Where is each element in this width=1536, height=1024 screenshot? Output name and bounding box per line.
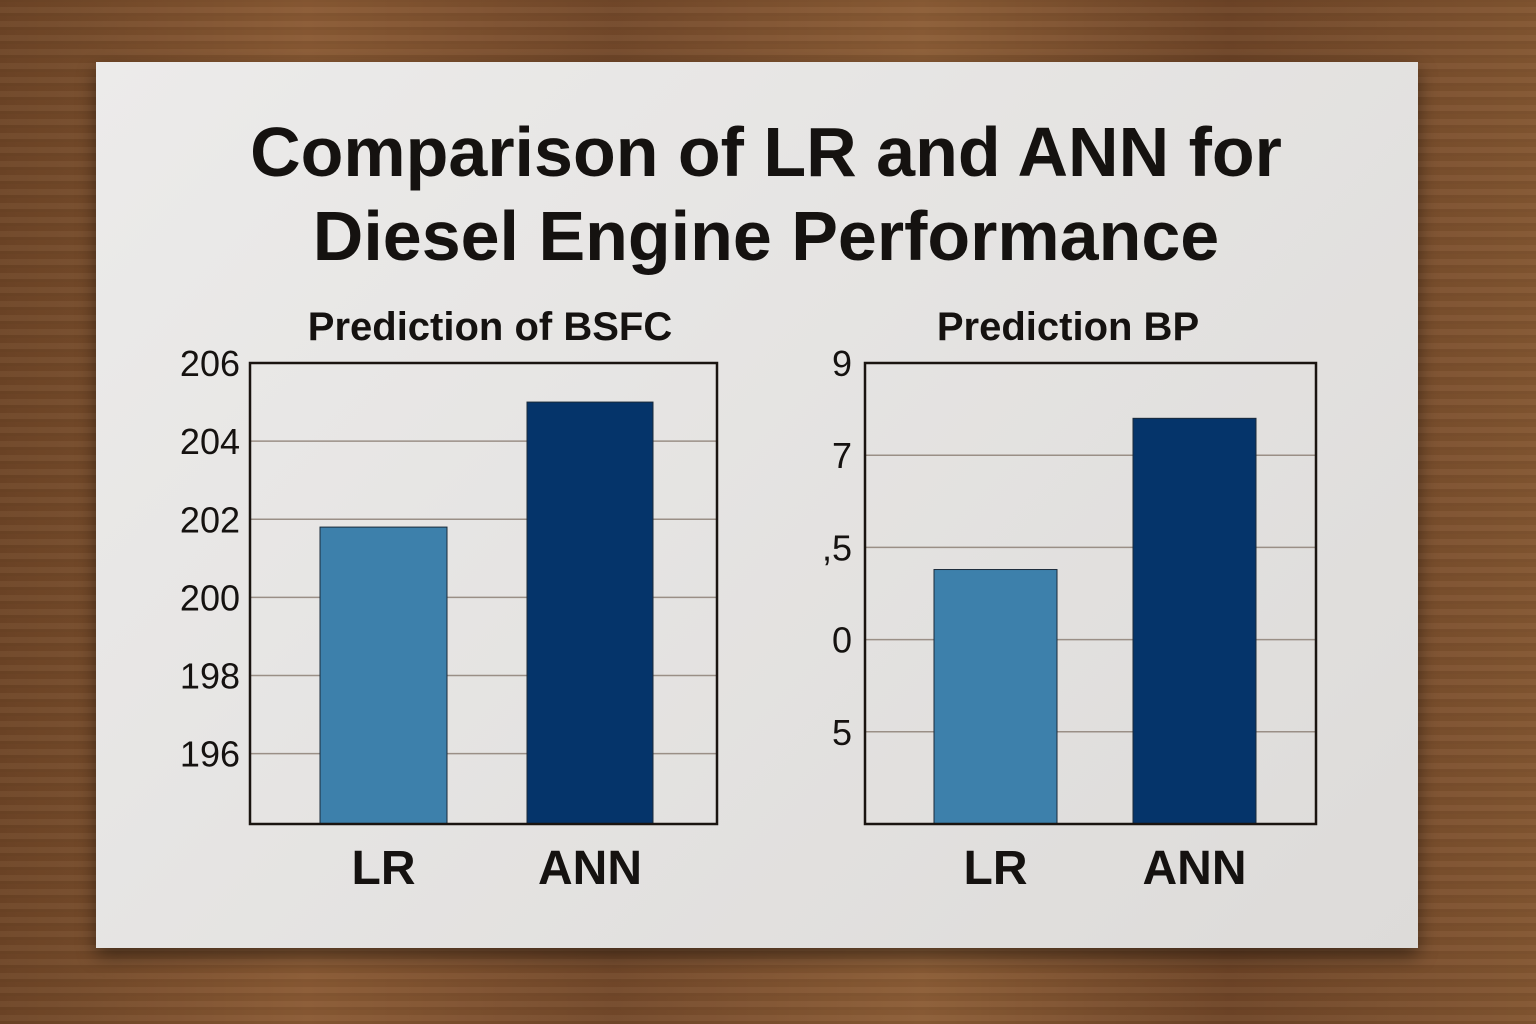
title-line-1: Comparison of LR and ANN for: [250, 113, 1282, 191]
plot-frame: [863, 361, 1318, 826]
x-tick-label: LR: [352, 842, 416, 895]
main-title: Comparison of LR and ANN for Diesel Engi…: [96, 110, 1436, 278]
plot-frame: [248, 361, 719, 826]
y-tick-label: 0: [832, 620, 852, 661]
y-tick-label: ,5: [822, 527, 852, 568]
y-tick-label: 204: [180, 421, 240, 462]
chart-title-bsfc: Prediction of BSFC: [307, 305, 673, 349]
bar-ann: [526, 401, 654, 825]
x-tick-label: LR: [964, 842, 1028, 895]
y-tick-label: 202: [180, 499, 240, 540]
y-tick-label: 196: [180, 734, 240, 775]
y-tick-label: 5: [832, 712, 852, 753]
x-tick-label: ANN: [1143, 842, 1247, 895]
chart-title-bp: Prediction BP: [936, 305, 1200, 349]
bar-ann: [1132, 417, 1257, 825]
y-tick-label: 7: [832, 435, 852, 476]
bar-lr: [933, 569, 1058, 825]
y-tick-label: 9: [832, 343, 852, 384]
y-tick-label: 200: [180, 577, 240, 618]
y-tick-label: 206: [180, 343, 240, 384]
title-line-2: Diesel Engine Performance: [312, 197, 1220, 275]
y-tick-label: 198: [180, 656, 240, 697]
x-tick-label: ANN: [538, 842, 642, 895]
bar-lr: [319, 526, 448, 825]
